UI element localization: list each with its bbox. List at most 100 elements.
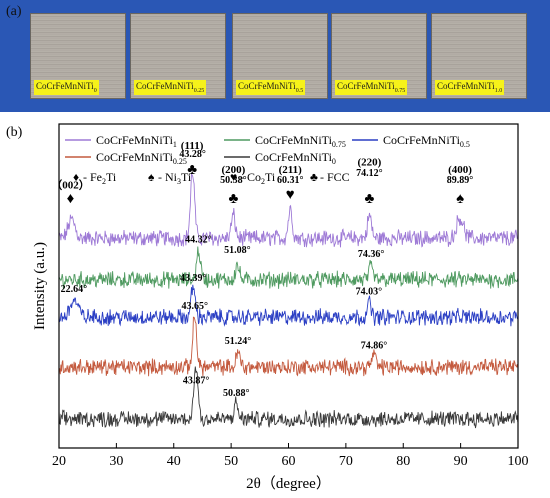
sample-label: CoCrFeMnNiTi0	[34, 80, 99, 95]
series-line-2	[58, 284, 519, 327]
hkl-phase-symbol: ♣	[187, 162, 197, 178]
phase-legend-label-base: - Fe	[83, 170, 102, 184]
peak-annotation: 43.65°	[181, 301, 208, 312]
legend-entry-sub: 1	[173, 140, 177, 149]
sample-photo: CoCrFeMnNiTi0	[30, 13, 126, 99]
x-axis-label: 2θ（degree）	[246, 475, 331, 492]
legend-entry: CoCrFeMnNiTi0.75	[255, 133, 346, 149]
hkl-phase-symbol: ♣	[228, 191, 238, 207]
phase-legend-item: ♠ - Ni3Ti	[148, 170, 192, 186]
peak-annotation: 89.89°	[447, 175, 474, 186]
hkl-label: (200)	[222, 164, 246, 176]
peak-annotation: 74.86°	[361, 340, 388, 351]
x-tick-label: 80	[396, 454, 410, 469]
series-line-3	[58, 316, 519, 377]
phase-legend-label: - Ni3Ti	[158, 170, 192, 186]
phase-legend-label-after: Ti	[265, 170, 276, 184]
sample-label: CoCrFeMnNiTi0.5	[236, 80, 306, 95]
x-tick-label: 90	[454, 454, 468, 469]
sample-label-base: CoCrFeMnNiTi	[238, 81, 296, 92]
sample-label-sub: 0.5	[295, 88, 304, 94]
sample-photo: CoCrFeMnNiTi0.25	[130, 13, 226, 99]
legend-entry: CoCrFeMnNiTi0.5	[383, 133, 470, 149]
phase-symbol: ♣	[310, 170, 318, 184]
series-line-4	[58, 366, 519, 429]
sample-label-base: CoCrFeMnNiTi	[36, 81, 94, 92]
phase-legend-item: ♥ - Co2Ti	[230, 170, 276, 186]
series-line-0	[58, 173, 519, 248]
panel-b-label: (b)	[6, 125, 23, 140]
sample-photo-panel: (a) CoCrFeMnNiTi0 CoCrFeMnNiTi0.25 CoCrFeM…	[0, 0, 550, 112]
sample-label-base: CoCrFeMnNiTi	[437, 81, 495, 92]
phase-legend-label: - Co2Ti	[240, 170, 276, 186]
sample-label-base: CoCrFeMnNiTi	[337, 81, 395, 92]
x-tick-label: 30	[109, 454, 123, 469]
sample-photo: CoCrFeMnNiTi0.5	[232, 13, 328, 99]
x-tick-label: 100	[508, 454, 529, 469]
x-tick-label: 70	[339, 454, 353, 469]
legend-entry-sub: 0	[332, 157, 336, 166]
peak-annotation: 51.24°	[225, 336, 252, 347]
peak-annotation: 60.31°	[277, 175, 304, 186]
hkl-label: （002）	[51, 178, 90, 191]
phase-legend-item: ♣ - FCC	[310, 170, 350, 184]
hkl-phase-symbol: ♠	[456, 191, 464, 207]
phase-symbol: ♦	[73, 170, 79, 184]
phase-symbol: ♠	[148, 170, 155, 184]
peak-annotation: 74.36°	[358, 249, 385, 260]
panel-a-label: (a)	[6, 4, 22, 19]
phase-legend-label-sub: 3	[177, 177, 181, 186]
phase-legend-label-after: Ti	[181, 170, 192, 184]
peak-annotation: 50.88°	[223, 388, 250, 399]
legend-entry: CoCrFeMnNiTi0.25	[96, 150, 187, 166]
y-axis-label: Intensity (a.u.)	[32, 242, 48, 330]
hkl-phase-symbol: ♦	[67, 191, 75, 207]
phase-legend-label-base: - Co	[240, 170, 261, 184]
peak-annotation: 43.39°	[180, 273, 207, 284]
x-tick-label: 60	[282, 454, 296, 469]
phase-legend-label-base: - Ni	[158, 170, 178, 184]
sample-photo: CoCrFeMnNiTi0.75	[331, 13, 427, 99]
phase-symbol: ♥	[230, 170, 237, 184]
peak-annotation: 44.32°	[185, 234, 212, 245]
hkl-phase-symbol: ♣	[364, 191, 374, 207]
sample-label-sub: 0	[93, 88, 97, 94]
phase-legend-label-sub: 2	[261, 177, 265, 186]
legend-entry: CoCrFeMnNiTi0	[255, 150, 336, 166]
xrd-chart: (b)20 30 40 50 60 70 80 90 1002θ（degree）Intensit…	[6, 123, 529, 492]
phase-legend-label: - Fe2Ti	[83, 170, 117, 186]
legend-entry-name: CoCrFeMnNiTi	[96, 150, 174, 164]
peak-annotation: 43.28°	[179, 149, 206, 160]
sample-label: CoCrFeMnNiTi0.25	[134, 80, 207, 95]
peak-annotation: 74.12°	[356, 168, 383, 179]
sample-label: CoCrFeMnNiTi1.0	[435, 80, 505, 95]
legend-entry-sub: 0.5	[460, 140, 470, 149]
x-tick-label: 20	[52, 454, 66, 469]
legend-entry-name: CoCrFeMnNiTi	[255, 133, 333, 147]
sample-label: CoCrFeMnNiTi0.75	[335, 80, 408, 95]
legend-entry-sub: 0.75	[332, 140, 346, 149]
legend-entry-name: CoCrFeMnNiTi	[96, 133, 174, 147]
sample-label-base: CoCrFeMnNiTi	[136, 81, 194, 92]
peak-annotation: 43.87°	[183, 376, 210, 387]
peak-annotation: 74.03°	[356, 286, 383, 297]
x-tick-label: 40	[167, 454, 181, 469]
hkl-label: (111)	[181, 140, 204, 152]
x-tick-label: 50	[224, 454, 238, 469]
phase-legend-label-after: Ti	[106, 170, 117, 184]
peak-annotation: 51.08°	[224, 245, 251, 256]
hkl-label: (211)	[279, 164, 303, 176]
legend-entry-name: CoCrFeMnNiTi	[383, 133, 461, 147]
sample-label-sub: 0.25	[193, 88, 205, 94]
peak-annotation: 22.64°	[61, 284, 88, 295]
legend-entry-sub: 0.25	[173, 157, 187, 166]
hkl-phase-symbol: ♥	[286, 187, 295, 203]
legend-entry: CoCrFeMnNiTi1	[96, 133, 177, 149]
hkl-label: (220)	[357, 157, 381, 169]
sample-photo: CoCrFeMnNiTi1.0	[431, 13, 527, 99]
sample-label-sub: 1.0	[494, 88, 503, 94]
sample-label-sub: 0.75	[394, 88, 406, 94]
phase-legend-label-base: - FCC	[320, 170, 350, 184]
series-line-1	[58, 246, 519, 290]
phase-legend-item: ♦ - Fe2Ti	[73, 170, 117, 186]
